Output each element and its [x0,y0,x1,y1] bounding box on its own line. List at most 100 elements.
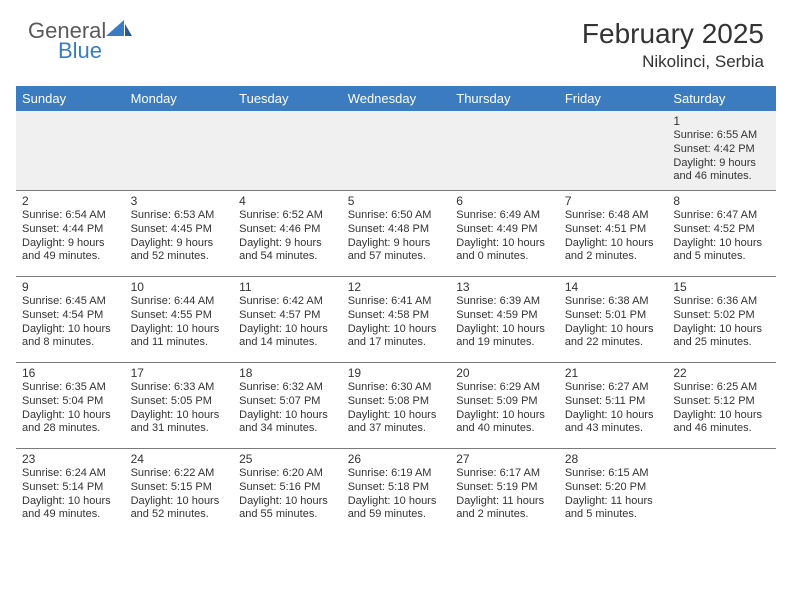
day-info-line: Daylight: 10 hours [22,323,119,337]
day-info-line: and 46 minutes. [673,170,770,184]
day-number: 17 [131,366,228,380]
calendar-cell: 1Sunrise: 6:55 AMSunset: 4:42 PMDaylight… [667,111,776,191]
calendar-cell [16,111,125,191]
calendar-cell: 17Sunrise: 6:33 AMSunset: 5:05 PMDayligh… [125,363,234,449]
calendar-week-row: 23Sunrise: 6:24 AMSunset: 5:14 PMDayligh… [16,449,776,535]
day-number: 19 [348,366,445,380]
day-info-line: and 59 minutes. [348,508,445,522]
day-info-line: Sunrise: 6:42 AM [239,295,336,309]
day-info-line: and 34 minutes. [239,422,336,436]
day-info-line: Sunrise: 6:29 AM [456,381,553,395]
day-header: Sunday [16,86,125,111]
day-number: 12 [348,280,445,294]
calendar-cell [450,111,559,191]
logo-text-blue: Blue [58,38,102,63]
day-info-line: Sunrise: 6:22 AM [131,467,228,481]
logo-text: General Blue [28,18,132,70]
day-info-line: and 2 minutes. [565,250,662,264]
calendar-cell: 27Sunrise: 6:17 AMSunset: 5:19 PMDayligh… [450,449,559,535]
day-number: 8 [673,194,770,208]
day-number: 7 [565,194,662,208]
day-info-line: Daylight: 10 hours [131,495,228,509]
day-number: 3 [131,194,228,208]
calendar-cell [342,111,451,191]
day-info-line: Sunset: 4:54 PM [22,309,119,323]
day-info-line: and 49 minutes. [22,250,119,264]
day-info-line: Sunset: 4:48 PM [348,223,445,237]
calendar-cell [667,449,776,535]
day-info-line: and 40 minutes. [456,422,553,436]
day-info-line: Sunrise: 6:20 AM [239,467,336,481]
day-info-line: Sunrise: 6:27 AM [565,381,662,395]
day-info-line: Sunset: 5:09 PM [456,395,553,409]
day-info-line: Daylight: 10 hours [131,323,228,337]
day-info-line: Sunset: 5:15 PM [131,481,228,495]
day-info-line: Sunrise: 6:54 AM [22,209,119,223]
day-info-line: Sunset: 5:05 PM [131,395,228,409]
calendar-cell: 12Sunrise: 6:41 AMSunset: 4:58 PMDayligh… [342,277,451,363]
day-info-line: Daylight: 10 hours [456,237,553,251]
day-header: Tuesday [233,86,342,111]
day-info-line: Sunset: 5:20 PM [565,481,662,495]
day-info-line: Daylight: 11 hours [456,495,553,509]
day-info-line: Sunset: 5:14 PM [22,481,119,495]
day-number: 18 [239,366,336,380]
day-number: 11 [239,280,336,294]
day-info-line: Sunrise: 6:24 AM [22,467,119,481]
calendar-cell: 2Sunrise: 6:54 AMSunset: 4:44 PMDaylight… [16,191,125,277]
calendar-cell: 24Sunrise: 6:22 AMSunset: 5:15 PMDayligh… [125,449,234,535]
day-info-line: Sunrise: 6:53 AM [131,209,228,223]
day-header: Friday [559,86,668,111]
day-info-line: Daylight: 10 hours [456,323,553,337]
calendar-cell: 18Sunrise: 6:32 AMSunset: 5:07 PMDayligh… [233,363,342,449]
day-info-line: Daylight: 9 hours [22,237,119,251]
calendar-week-row: 1Sunrise: 6:55 AMSunset: 4:42 PMDaylight… [16,111,776,191]
day-info-line: Daylight: 10 hours [348,323,445,337]
day-number: 15 [673,280,770,294]
day-info-line: Sunrise: 6:19 AM [348,467,445,481]
day-info-line: Daylight: 10 hours [673,237,770,251]
day-info-line: Daylight: 10 hours [239,495,336,509]
day-info-line: Daylight: 10 hours [565,237,662,251]
calendar-cell: 28Sunrise: 6:15 AMSunset: 5:20 PMDayligh… [559,449,668,535]
day-header: Wednesday [342,86,451,111]
calendar-cell: 20Sunrise: 6:29 AMSunset: 5:09 PMDayligh… [450,363,559,449]
logo-sail-icon [106,20,132,38]
title-block: February 2025 Nikolinci, Serbia [582,18,764,72]
day-number: 4 [239,194,336,208]
calendar-cell: 23Sunrise: 6:24 AMSunset: 5:14 PMDayligh… [16,449,125,535]
calendar-cell [233,111,342,191]
day-info-line: and 52 minutes. [131,508,228,522]
calendar-cell: 25Sunrise: 6:20 AMSunset: 5:16 PMDayligh… [233,449,342,535]
day-info-line: Sunset: 5:01 PM [565,309,662,323]
day-info-line: and 37 minutes. [348,422,445,436]
day-number: 21 [565,366,662,380]
day-info-line: and 54 minutes. [239,250,336,264]
day-info-line: and 28 minutes. [22,422,119,436]
day-number: 20 [456,366,553,380]
day-header: Saturday [667,86,776,111]
calendar-cell [125,111,234,191]
day-info-line: Sunrise: 6:33 AM [131,381,228,395]
day-info-line: Daylight: 10 hours [348,495,445,509]
calendar-cell: 4Sunrise: 6:52 AMSunset: 4:46 PMDaylight… [233,191,342,277]
day-info-line: Sunrise: 6:44 AM [131,295,228,309]
day-info-line: Sunset: 5:11 PM [565,395,662,409]
day-number: 24 [131,452,228,466]
day-info-line: Sunset: 5:18 PM [348,481,445,495]
day-number: 28 [565,452,662,466]
calendar-cell: 14Sunrise: 6:38 AMSunset: 5:01 PMDayligh… [559,277,668,363]
calendar-cell [559,111,668,191]
calendar-cell: 13Sunrise: 6:39 AMSunset: 4:59 PMDayligh… [450,277,559,363]
calendar-cell: 8Sunrise: 6:47 AMSunset: 4:52 PMDaylight… [667,191,776,277]
day-number: 22 [673,366,770,380]
day-info-line: Daylight: 10 hours [22,495,119,509]
day-info-line: Sunrise: 6:30 AM [348,381,445,395]
day-info-line: Daylight: 10 hours [456,409,553,423]
day-info-line: Sunset: 4:44 PM [22,223,119,237]
day-number: 23 [22,452,119,466]
calendar-week-row: 9Sunrise: 6:45 AMSunset: 4:54 PMDaylight… [16,277,776,363]
day-info-line: Sunrise: 6:48 AM [565,209,662,223]
calendar-cell: 9Sunrise: 6:45 AMSunset: 4:54 PMDaylight… [16,277,125,363]
calendar-table: Sunday Monday Tuesday Wednesday Thursday… [16,86,776,535]
